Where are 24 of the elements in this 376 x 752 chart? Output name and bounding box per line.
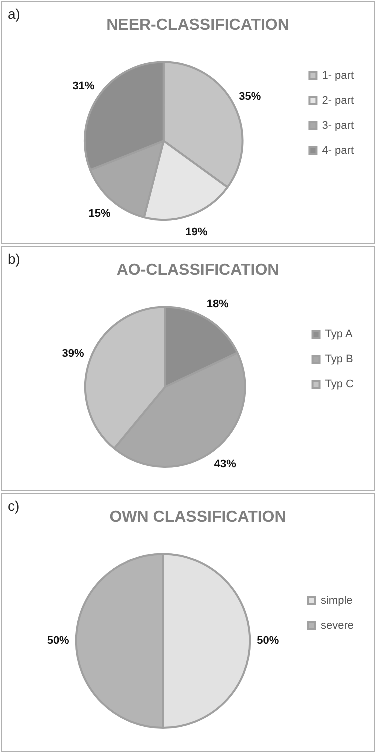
legend-label: severe: [320, 620, 354, 632]
legend-label: Typ A: [325, 328, 354, 341]
legend-label: 1- part: [322, 70, 354, 82]
text: b): [8, 251, 20, 267]
chart-title: NEER-CLASSIFICATION: [106, 17, 290, 34]
data-label: 35%: [239, 91, 262, 104]
data-label: 50%: [47, 635, 70, 648]
data-label: 31%: [72, 80, 95, 93]
chart-title: OWN CLASSIFICATION: [110, 509, 286, 526]
legend-label: 4- part: [322, 145, 354, 158]
legend-label: simple: [320, 595, 353, 608]
legend-label: Typ B: [325, 354, 354, 366]
legend-label: 3- part: [322, 120, 354, 132]
data-label: 43%: [214, 458, 237, 470]
data-label: 18%: [206, 298, 230, 310]
data-label: 15%: [88, 208, 111, 220]
data-label: 19%: [186, 226, 208, 238]
chart-title: AO-CLASSIFICATION: [116, 262, 280, 280]
text: a): [8, 6, 20, 22]
data-label: 39%: [62, 348, 84, 360]
legend-label: Typ C: [325, 378, 354, 391]
text: c): [8, 498, 20, 514]
legend-label: 2- part: [322, 95, 354, 108]
data-label: 50%: [257, 635, 280, 648]
